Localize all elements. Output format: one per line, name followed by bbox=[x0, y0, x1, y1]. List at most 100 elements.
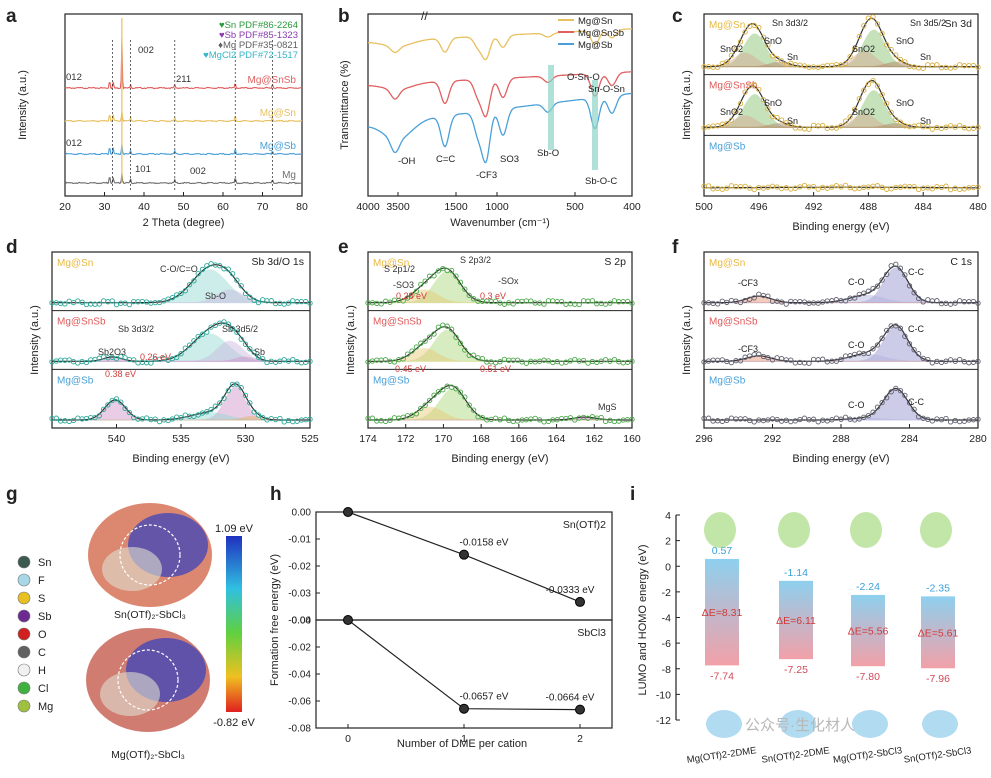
measured-point bbox=[751, 186, 757, 193]
measured-point bbox=[975, 124, 981, 131]
measured-point bbox=[810, 183, 817, 190]
measured-point bbox=[532, 415, 538, 422]
y-axis-title: Intensity (a.u.) bbox=[29, 305, 41, 375]
measured-point bbox=[884, 271, 890, 278]
y-tick-label: -0.02 bbox=[288, 562, 311, 573]
measured-point bbox=[413, 411, 420, 417]
measured-point bbox=[728, 359, 735, 366]
measured-point bbox=[765, 293, 771, 299]
measured-point bbox=[501, 415, 508, 421]
measured-point bbox=[126, 301, 133, 308]
measured-point bbox=[724, 120, 730, 127]
orbital-isosurface bbox=[920, 512, 952, 548]
x-tick-label: 540 bbox=[108, 433, 126, 445]
x-tick-label: 492 bbox=[805, 201, 823, 213]
measured-point bbox=[62, 301, 68, 307]
measured-point bbox=[893, 323, 899, 329]
measured-point bbox=[705, 183, 712, 189]
x-tick-label: 30 bbox=[99, 201, 111, 213]
measured-point bbox=[413, 288, 420, 294]
measured-point bbox=[431, 392, 437, 398]
measured-point bbox=[719, 60, 725, 67]
band-assignment-label: -CF3 bbox=[476, 170, 497, 181]
element-name: Sn bbox=[38, 557, 51, 569]
measured-point bbox=[715, 185, 721, 192]
gap-value-label: ΔE=5.56 bbox=[848, 626, 889, 638]
measured-point bbox=[440, 387, 446, 393]
measured-point bbox=[580, 357, 587, 364]
measured-point bbox=[400, 414, 406, 420]
measured-point bbox=[453, 334, 459, 340]
measured-point bbox=[879, 30, 885, 37]
element-swatch bbox=[17, 555, 31, 569]
fit-envelope bbox=[52, 264, 310, 304]
peak-index-label: 211 bbox=[176, 74, 191, 85]
measured-point bbox=[852, 46, 858, 53]
measured-point bbox=[833, 125, 840, 131]
measured-point bbox=[947, 357, 954, 363]
measured-point bbox=[378, 301, 384, 307]
measured-point bbox=[778, 117, 785, 123]
annotation-label: 0.45 eV bbox=[395, 364, 426, 374]
lumo-value-label: -2.24 bbox=[856, 581, 880, 593]
measured-point bbox=[765, 105, 771, 112]
measured-point bbox=[724, 59, 730, 65]
measured-point bbox=[457, 279, 464, 285]
molecule-caption: Mg(OTf)₂-SbCl₃ bbox=[111, 749, 185, 761]
measured-point bbox=[191, 278, 197, 284]
measured-point bbox=[589, 298, 596, 304]
measured-point bbox=[856, 416, 862, 422]
measured-point bbox=[479, 414, 486, 421]
measured-point bbox=[374, 300, 380, 307]
measured-point bbox=[453, 386, 459, 392]
element-name: Mg bbox=[38, 701, 53, 713]
measured-point bbox=[523, 360, 530, 366]
measured-point bbox=[806, 126, 812, 132]
measured-point bbox=[742, 89, 748, 95]
band-assignment-label: Sn-O-Sn bbox=[588, 84, 625, 95]
annotation-label: MgS bbox=[598, 402, 617, 412]
measured-point bbox=[747, 296, 753, 302]
measured-point bbox=[879, 335, 885, 341]
measured-point bbox=[238, 336, 244, 342]
measured-point bbox=[783, 301, 789, 307]
measured-point bbox=[404, 351, 411, 357]
fitted-component bbox=[52, 269, 310, 304]
measured-point bbox=[466, 292, 472, 299]
reference-legend-entry: ♥MgCl2 PDF#72-1517 bbox=[203, 50, 298, 61]
y-tick-label: 0 bbox=[665, 561, 671, 573]
measured-point bbox=[462, 347, 468, 353]
homo-value-label: -7.96 bbox=[926, 673, 950, 685]
measured-point bbox=[906, 283, 913, 289]
measured-point bbox=[242, 290, 249, 297]
measured-point bbox=[598, 414, 604, 421]
measured-point bbox=[970, 298, 977, 305]
y-tick-label: -6 bbox=[662, 638, 671, 650]
measured-point bbox=[457, 340, 464, 346]
measured-point bbox=[783, 61, 789, 68]
measured-point bbox=[382, 357, 389, 363]
reference-legend-entry: ♥Sn PDF#86-2264 bbox=[219, 20, 298, 31]
element-name: O bbox=[38, 629, 47, 641]
measured-point bbox=[975, 300, 981, 306]
measured-point bbox=[975, 184, 981, 190]
measured-point bbox=[122, 405, 128, 412]
annotation-label: -SOx bbox=[498, 276, 519, 286]
measured-point bbox=[824, 418, 830, 424]
panel-title: Sb 3d/O 1s bbox=[251, 256, 304, 268]
measured-point bbox=[260, 414, 266, 421]
measured-point bbox=[404, 295, 411, 301]
annotation-label: 0.51 eV bbox=[480, 364, 511, 374]
measured-point bbox=[751, 81, 757, 88]
measured-point bbox=[208, 406, 214, 413]
measured-point bbox=[874, 404, 881, 410]
measured-point bbox=[902, 59, 908, 65]
data-label: -0.0158 eV bbox=[460, 538, 509, 549]
y-tick-label: 2 bbox=[665, 536, 671, 548]
x-tick-label: 164 bbox=[548, 433, 566, 445]
measured-point bbox=[492, 298, 499, 304]
measured-point bbox=[448, 326, 455, 332]
x-tick-label: 0 bbox=[345, 733, 351, 745]
color-scale-min: -0.82 eV bbox=[213, 717, 255, 729]
ftir-trace bbox=[367, 92, 633, 164]
